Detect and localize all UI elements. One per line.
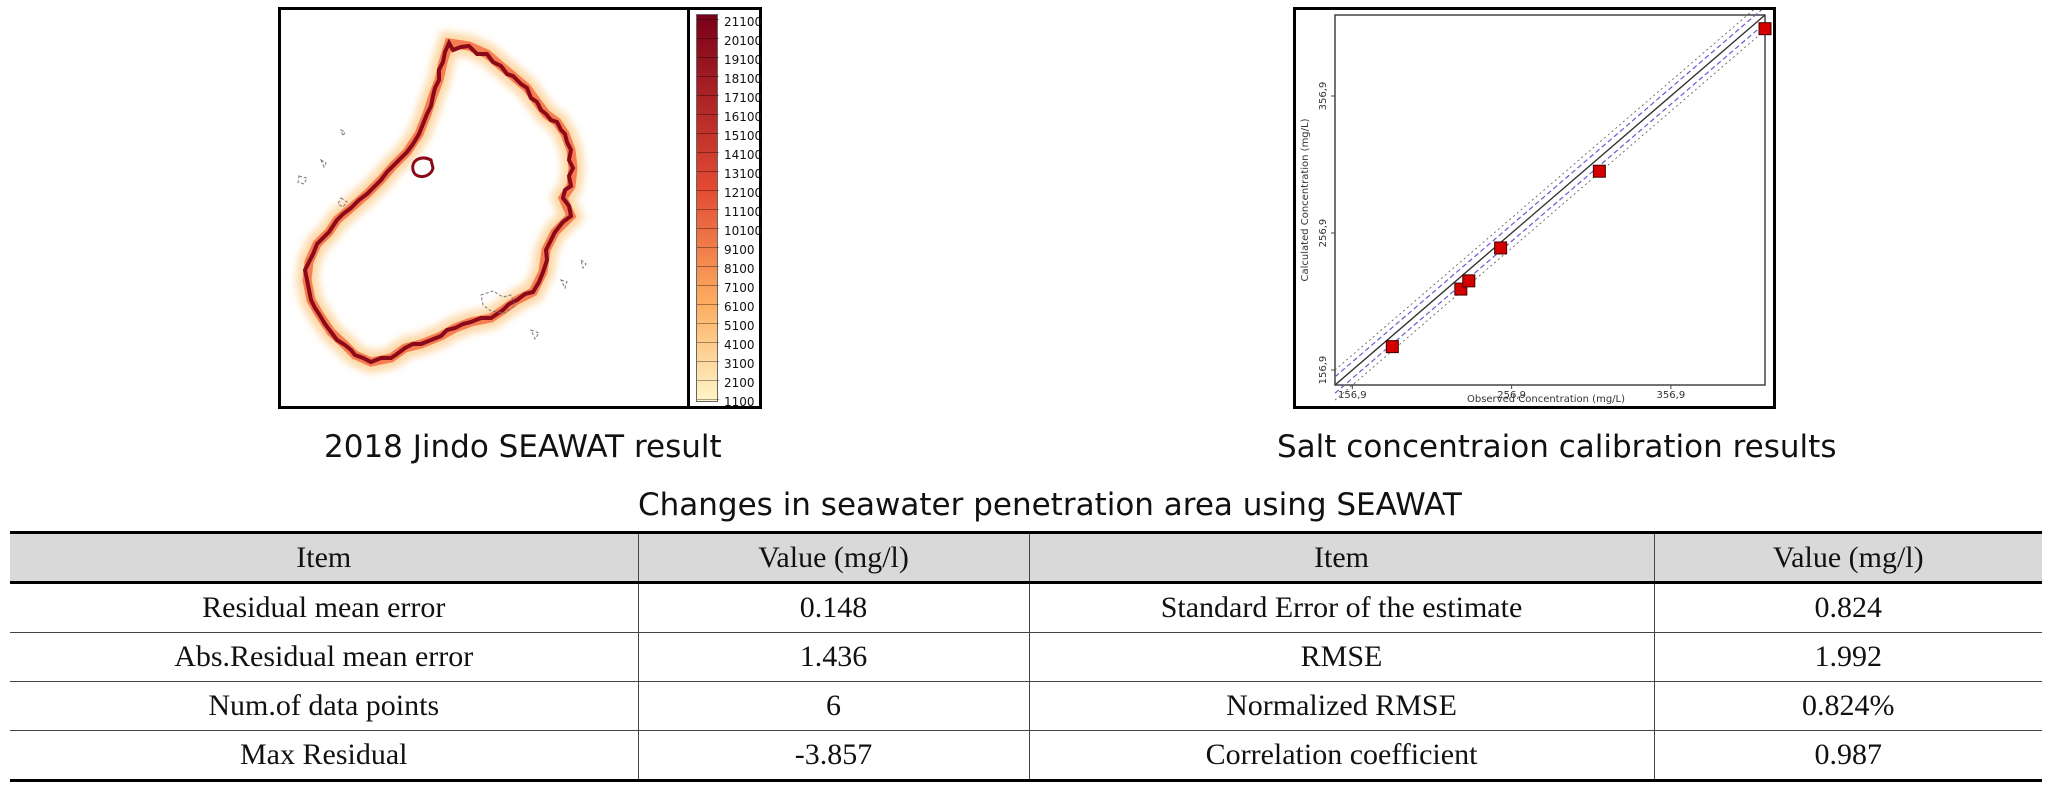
data-point bbox=[1758, 22, 1772, 36]
data-point bbox=[1462, 274, 1476, 288]
table-title: Changes in seawater penetration area usi… bbox=[638, 487, 1462, 523]
concentration-legend: 21100 20100 19100 18100 17100 16100 15100 14100… bbox=[687, 10, 762, 408]
confidence-line bbox=[1334, 22, 1766, 394]
table-cell: Residual mean error bbox=[10, 582, 638, 633]
x-tick-label: 356,9 bbox=[1657, 390, 1686, 401]
legend-tick bbox=[697, 380, 719, 381]
legend-tick bbox=[697, 38, 719, 39]
legend-tick bbox=[697, 133, 719, 134]
map-caption: 2018 Jindo SEAWAT result bbox=[324, 429, 722, 465]
calibration-caption: Salt concentraion calibration results bbox=[1277, 429, 1837, 465]
data-point bbox=[1385, 340, 1399, 354]
table-cell: 0.824 bbox=[1653, 582, 2042, 633]
legend-tick bbox=[697, 247, 719, 248]
legend-tick bbox=[697, 114, 719, 115]
legend-label: 19100 bbox=[724, 53, 763, 67]
seawat-map-figure: 21100 20100 19100 18100 17100 16100 15100 14100… bbox=[278, 7, 762, 409]
legend-label: 20100 bbox=[724, 34, 763, 48]
table-cell: 0.824% bbox=[1653, 681, 2042, 731]
x-axis-label: Observed Concentration (mg/L) bbox=[1467, 394, 1625, 405]
legend-tick bbox=[697, 19, 719, 20]
legend-tick bbox=[697, 399, 719, 400]
table-row: Abs.Residual mean error 1.436 RMSE 1.992 bbox=[10, 632, 2042, 682]
legend-label: 12100 bbox=[724, 186, 763, 200]
table-cell: 0.987 bbox=[1653, 730, 2042, 782]
legend-label: 18100 bbox=[724, 72, 763, 86]
confidence-line bbox=[1334, 6, 1766, 378]
legend-tick bbox=[697, 209, 719, 210]
table-cell: Abs.Residual mean error bbox=[10, 632, 638, 682]
legend-label: 13100 bbox=[724, 167, 763, 181]
data-point bbox=[1592, 164, 1606, 178]
table-row: Num.of data points 6 Normalized RMSE 0.8… bbox=[10, 681, 2042, 731]
header-item-2: Item bbox=[1028, 531, 1654, 584]
calibration-figure: 156,9 256,9 356,9 156,9 256,9 356,9 Observed… bbox=[1293, 0, 1776, 409]
x-tick-label: 256,9 bbox=[1497, 390, 1526, 401]
y-tick-label: 356,9 bbox=[1318, 82, 1329, 111]
x-tick-label: 156,9 bbox=[1338, 390, 1367, 401]
legend-label: 7100 bbox=[724, 281, 755, 295]
calibration-scatter-plot: 156,9 256,9 356,9 156,9 256,9 356,9 Observed… bbox=[1300, 0, 1772, 405]
legend-label: 15100 bbox=[724, 129, 763, 143]
legend-tick bbox=[697, 190, 719, 191]
table-cell: 1.436 bbox=[637, 632, 1029, 682]
legend-colorbar bbox=[696, 14, 719, 402]
table-cell: Standard Error of the estimate bbox=[1028, 582, 1654, 633]
legend-tick bbox=[697, 171, 719, 172]
table-cell: -3.857 bbox=[637, 730, 1029, 782]
legend-label: 14100 bbox=[724, 148, 763, 162]
legend-labels: 21100 20100 19100 18100 17100 16100 15100 14100… bbox=[724, 15, 764, 408]
small-islets bbox=[297, 129, 587, 341]
header-value-1: Value (mg/l) bbox=[637, 531, 1029, 584]
legend-label: 16100 bbox=[724, 110, 763, 124]
legend-label: 9100 bbox=[724, 243, 755, 257]
header-item-1: Item bbox=[10, 531, 638, 584]
legend-label: 5100 bbox=[724, 319, 755, 333]
legend-label: 3100 bbox=[724, 357, 755, 371]
data-point bbox=[1494, 241, 1508, 255]
legend-tick bbox=[697, 323, 719, 324]
table-cell: Normalized RMSE bbox=[1028, 681, 1654, 731]
table-cell: 0.148 bbox=[637, 582, 1029, 633]
table-cell: RMSE bbox=[1028, 632, 1654, 682]
legend-tick bbox=[697, 361, 719, 362]
table-cell: Num.of data points bbox=[10, 681, 638, 731]
legend-tick bbox=[697, 285, 719, 286]
legend-label: 11100 bbox=[724, 205, 763, 219]
legend-label: 1100 bbox=[724, 395, 755, 409]
coastline bbox=[302, 38, 576, 365]
legend-tick bbox=[697, 228, 719, 229]
calibration-statistics-table: Item Value (mg/l) Item Value (mg/l) Resi… bbox=[10, 531, 2042, 782]
table-header-row: Item Value (mg/l) Item Value (mg/l) bbox=[10, 531, 2042, 584]
table-cell: 1.992 bbox=[1653, 632, 2042, 682]
legend-tick bbox=[697, 266, 719, 267]
legend-tick bbox=[697, 95, 719, 96]
legend-tick bbox=[697, 304, 719, 305]
legend-label: 17100 bbox=[724, 91, 763, 105]
legend-tick bbox=[697, 152, 719, 153]
legend-label: 21100 bbox=[724, 15, 763, 29]
table-cell: Max Residual bbox=[10, 730, 638, 782]
y-axis-label: Calculated Concentration (mg/L) bbox=[1300, 118, 1311, 281]
legend-tick bbox=[697, 57, 719, 58]
header-value-2: Value (mg/l) bbox=[1653, 531, 2042, 584]
legend-label: 2100 bbox=[724, 376, 755, 390]
table-cell: 6 bbox=[637, 681, 1029, 731]
legend-label: 10100 bbox=[724, 224, 763, 238]
y-tick-label: 156,9 bbox=[1318, 356, 1329, 385]
table-row: Max Residual -3.857 Correlation coeffici… bbox=[10, 730, 2042, 782]
legend-tick bbox=[697, 342, 719, 343]
legend-label: 8100 bbox=[724, 262, 755, 276]
table-row: Residual mean error 0.148 Standard Error… bbox=[10, 582, 2042, 633]
legend-tick bbox=[697, 76, 719, 77]
legend-label: 6100 bbox=[724, 300, 755, 314]
bay-loop bbox=[411, 156, 435, 178]
fit-line bbox=[1334, 14, 1766, 386]
table-cell: Correlation coefficient bbox=[1028, 730, 1654, 782]
jindo-island-map bbox=[295, 30, 587, 374]
y-tick-label: 256,9 bbox=[1318, 219, 1329, 248]
legend-label: 4100 bbox=[724, 338, 755, 352]
